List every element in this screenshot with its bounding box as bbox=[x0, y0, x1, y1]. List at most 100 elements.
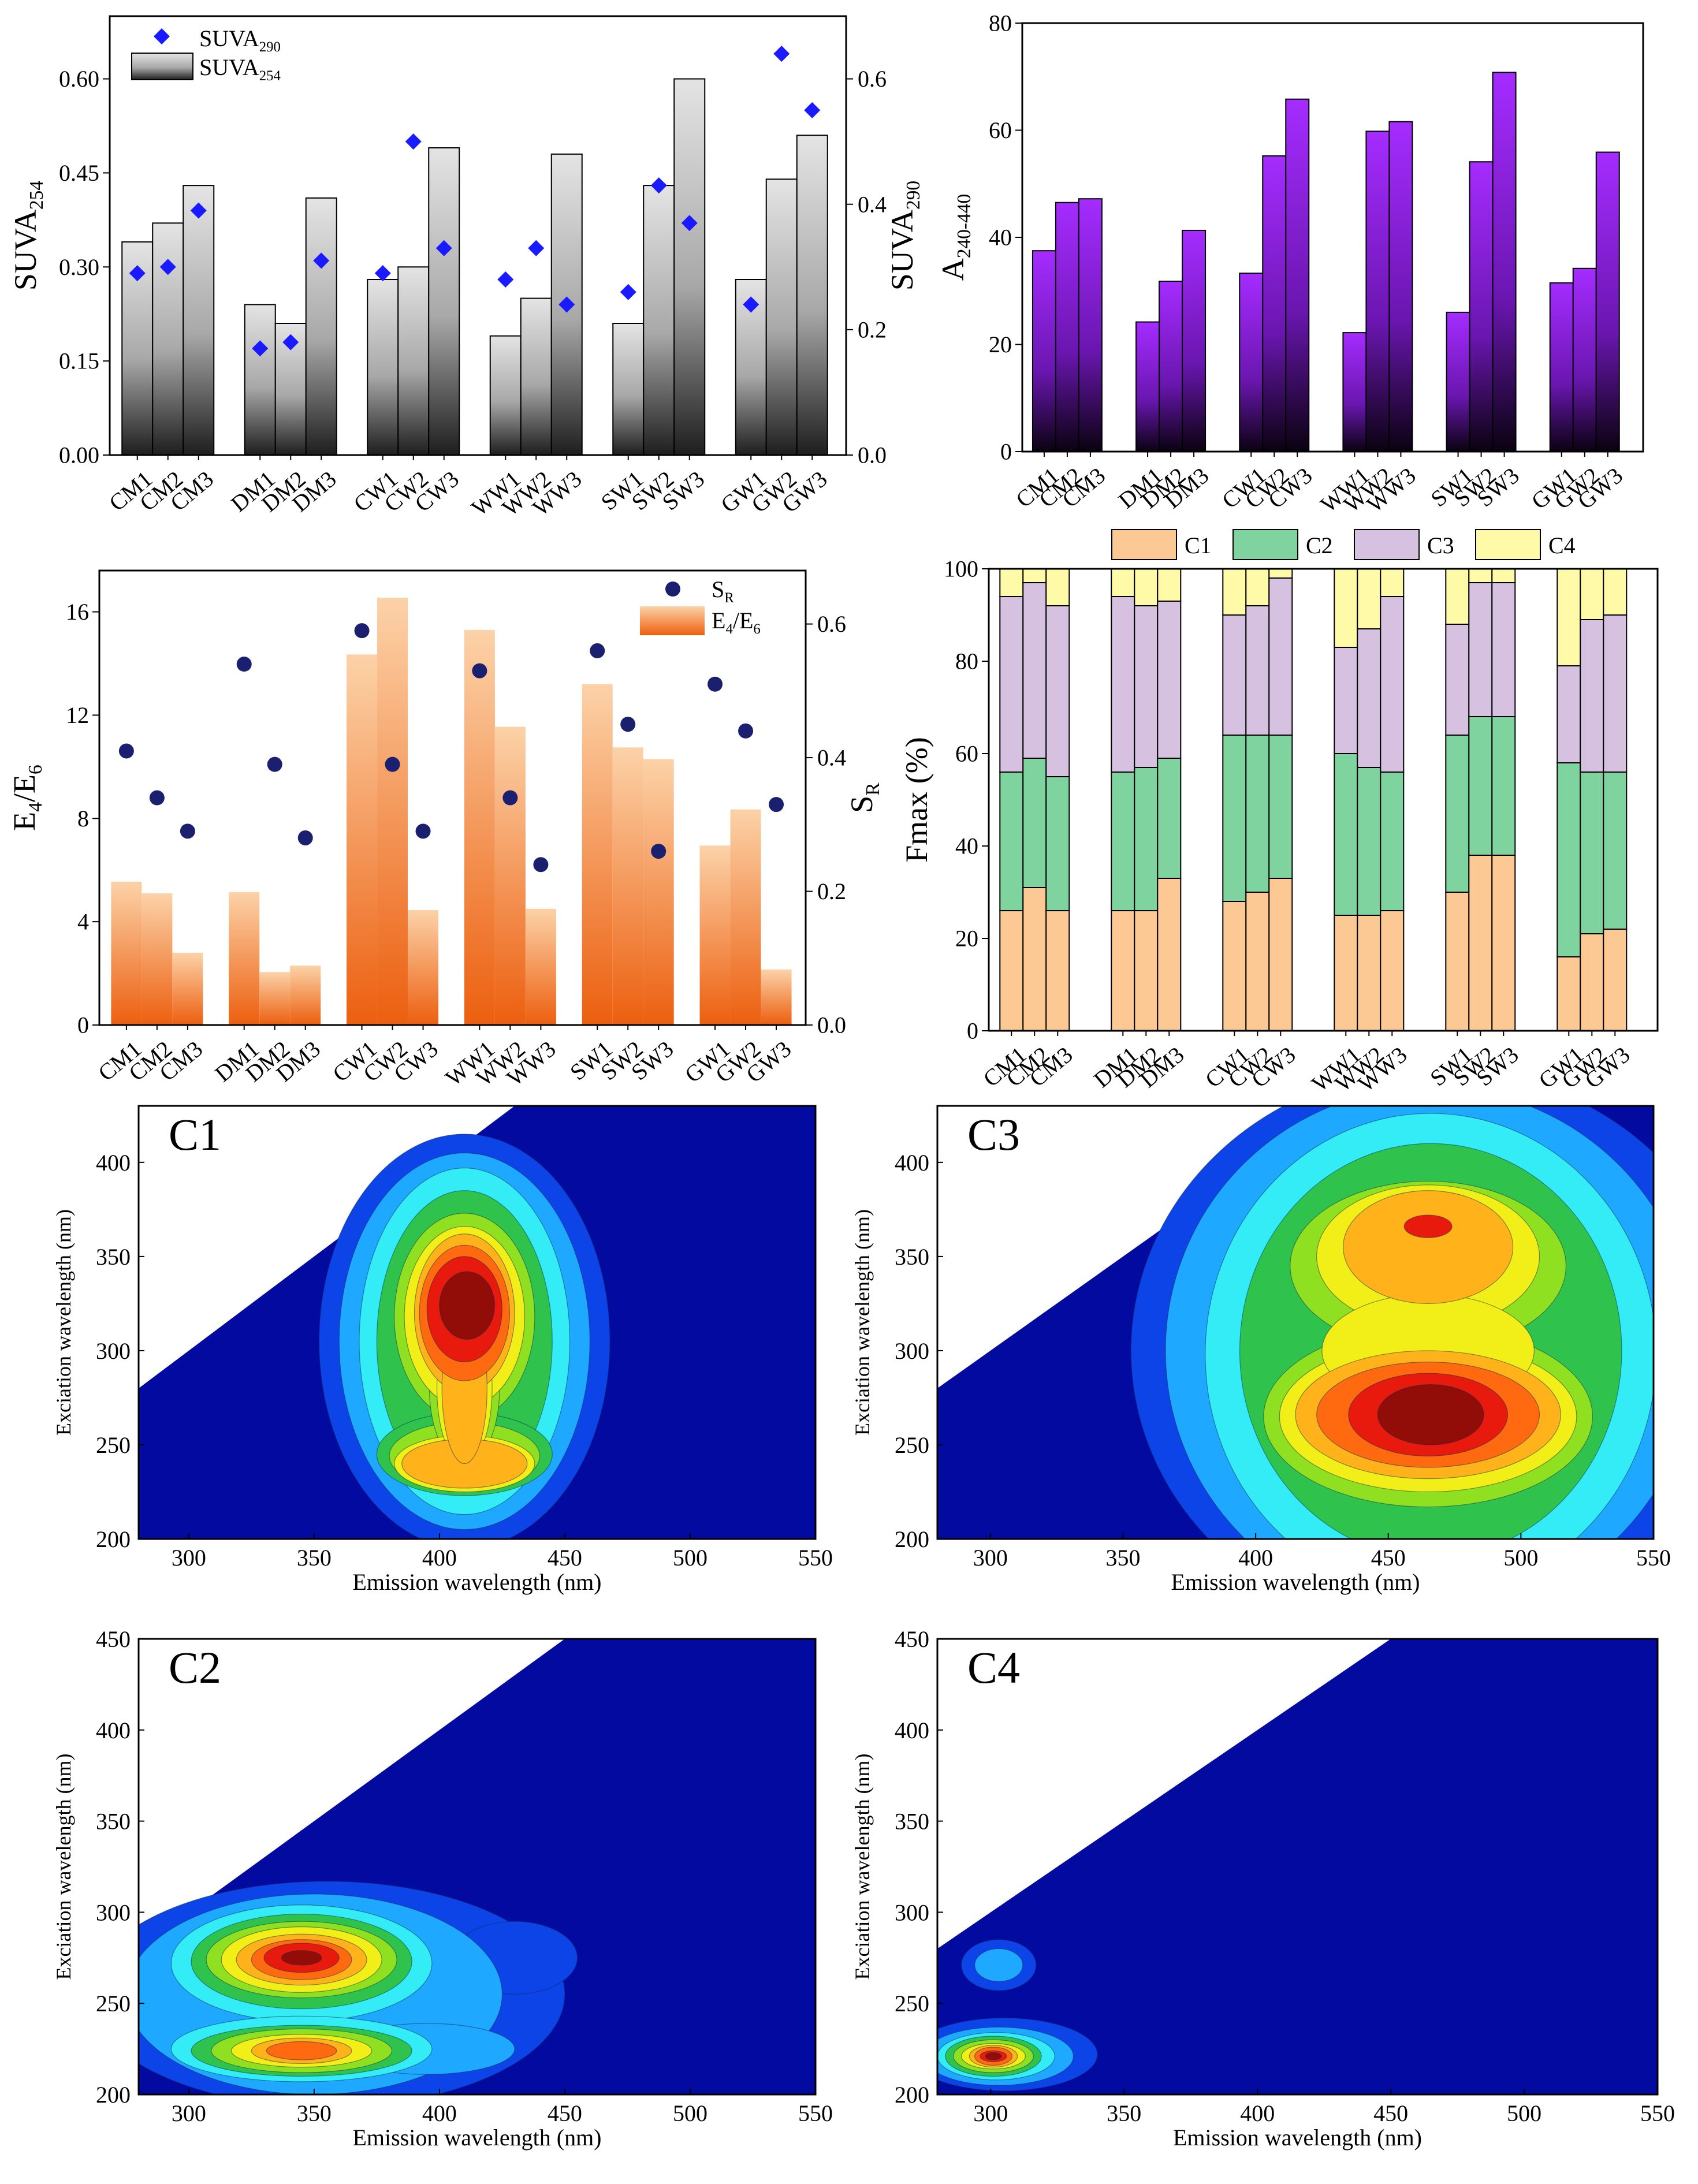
y-tick-label: 400 bbox=[895, 1717, 929, 1743]
y-tick-label: 80 bbox=[955, 649, 978, 674]
y-tick-label: 350 bbox=[895, 1809, 929, 1835]
bar-segment-c3 bbox=[1157, 601, 1182, 759]
bar-segment-c4 bbox=[1603, 568, 1628, 616]
bar-segment-c2 bbox=[1468, 716, 1493, 856]
panel-c2: 300 350 400 450 500 550200250300350400450Emis… bbox=[52, 1626, 833, 2151]
bar-segment-c2 bbox=[1334, 753, 1358, 916]
x-axis-label: Emission wavelength (nm) bbox=[352, 1569, 601, 1595]
y-axis-label: Exciation wavelength (nm) bbox=[851, 1209, 874, 1436]
bar-e4e6 bbox=[347, 654, 378, 1025]
contour-level bbox=[266, 2041, 337, 2060]
point-suva290 bbox=[773, 46, 790, 62]
point-suva290 bbox=[681, 215, 698, 232]
bar-segment-c1 bbox=[1134, 910, 1159, 1031]
y-tick-label: 40 bbox=[955, 833, 978, 859]
y-tick-label: 20 bbox=[989, 331, 1012, 357]
point-suva290 bbox=[558, 296, 575, 313]
bar-e4e6 bbox=[290, 966, 321, 1025]
point-suva290 bbox=[159, 259, 176, 275]
point-suva290 bbox=[528, 240, 545, 256]
bar-suva254 bbox=[612, 323, 645, 456]
y-tick-label: 250 bbox=[96, 1991, 131, 2017]
y2-tick-label: 0.2 bbox=[858, 316, 887, 342]
legend-label-c4: C4 bbox=[1548, 532, 1576, 558]
bar-suva254 bbox=[183, 185, 215, 456]
contour-base bbox=[937, 1639, 1658, 2094]
bar-segment-c1 bbox=[1222, 901, 1247, 1031]
point-sr bbox=[118, 743, 134, 759]
y-tick-label: 0 bbox=[77, 1012, 89, 1038]
bar-segment-c3 bbox=[1468, 582, 1493, 717]
legend-marker-c1 bbox=[1111, 529, 1177, 560]
point-sr bbox=[769, 797, 784, 813]
bar-suva254 bbox=[305, 197, 337, 456]
point-sr bbox=[149, 790, 165, 806]
x-tick-label: 400 bbox=[422, 2100, 457, 2126]
bar-segment-c3 bbox=[1268, 577, 1293, 736]
bar-a240 bbox=[1159, 281, 1183, 452]
y-tick-label: 200 bbox=[895, 1526, 929, 1552]
bar-segment-c1 bbox=[1111, 910, 1135, 1031]
bar-e4e6 bbox=[229, 892, 260, 1025]
bar-a240 bbox=[1595, 151, 1620, 452]
point-suva290 bbox=[282, 334, 299, 351]
point-sr bbox=[502, 790, 518, 806]
y-tick-label: 0 bbox=[967, 1018, 978, 1044]
plot-frame bbox=[988, 568, 1659, 1032]
bar-segment-c4 bbox=[1268, 568, 1293, 579]
bar-segment-c4 bbox=[1491, 568, 1516, 583]
point-sr bbox=[415, 823, 431, 839]
y-axis-label: Exciation wavelength (nm) bbox=[52, 1209, 75, 1436]
point-suva290 bbox=[620, 284, 636, 300]
y-tick-label: 40 bbox=[989, 225, 1012, 251]
panel-c4: 300 350 400 450 500 550200250300350400450Emis… bbox=[851, 1626, 1675, 2151]
point-suva290 bbox=[252, 340, 269, 357]
point-sr bbox=[738, 723, 754, 739]
bar-a240 bbox=[1032, 250, 1056, 452]
bar-segment-c4 bbox=[1111, 568, 1135, 597]
x-tick-label: 350 bbox=[1105, 1545, 1140, 1571]
point-sr bbox=[590, 643, 605, 658]
bar-a240 bbox=[1239, 273, 1264, 452]
bar-suva254 bbox=[397, 266, 430, 456]
bar-segment-c1 bbox=[1268, 878, 1293, 1031]
x-tick-label: 500 bbox=[1507, 2100, 1541, 2126]
y2-tick-label: 0.6 bbox=[817, 611, 846, 637]
point-sr bbox=[472, 663, 487, 679]
bar-segment-c2 bbox=[1134, 767, 1159, 911]
point-suva290 bbox=[313, 252, 330, 269]
y-tick-label: 60 bbox=[955, 741, 978, 767]
bar-segment-c2 bbox=[1603, 772, 1628, 930]
y-tick-label: 350 bbox=[895, 1244, 929, 1270]
bar-segment-c3 bbox=[1334, 647, 1358, 754]
legend-label-suva254: SUVA254 bbox=[199, 54, 281, 84]
bar-suva254 bbox=[796, 135, 828, 456]
bar-segment-c1 bbox=[1157, 878, 1182, 1031]
y-tick-label: 450 bbox=[96, 1626, 131, 1652]
x-tick-label: 300 bbox=[973, 1545, 1008, 1571]
bar-suva254 bbox=[673, 78, 706, 456]
plot-frame bbox=[936, 1638, 1659, 2096]
panel-letter: C3 bbox=[967, 1109, 1020, 1160]
y-axis-label: Fmax (%) bbox=[899, 737, 934, 862]
bar-e4e6 bbox=[142, 893, 173, 1025]
bar-segment-c2 bbox=[1445, 735, 1470, 893]
bar-suva254 bbox=[367, 279, 399, 456]
point-sr bbox=[533, 857, 549, 873]
point-suva290 bbox=[374, 265, 391, 282]
legend-marker-e4e6 bbox=[640, 606, 705, 635]
bar-segment-c4 bbox=[1556, 568, 1581, 666]
y-tick-label: 0.00 bbox=[59, 442, 99, 468]
x-tick-label: 450 bbox=[548, 2100, 582, 2126]
bar-segment-c3 bbox=[1245, 605, 1270, 736]
point-sr bbox=[297, 830, 313, 845]
legend-marker-c4 bbox=[1475, 529, 1541, 560]
panel-suva: 0.000.150.300.450.600.00.20.40.6CM1CM2CM… bbox=[8, 15, 924, 521]
bar-segment-c3 bbox=[1556, 665, 1581, 763]
bar-segment-c3 bbox=[1357, 628, 1382, 768]
plot-frame bbox=[936, 1105, 1655, 1540]
legend-marker-suva254 bbox=[131, 53, 193, 80]
y-tick-label: 4 bbox=[77, 909, 89, 935]
